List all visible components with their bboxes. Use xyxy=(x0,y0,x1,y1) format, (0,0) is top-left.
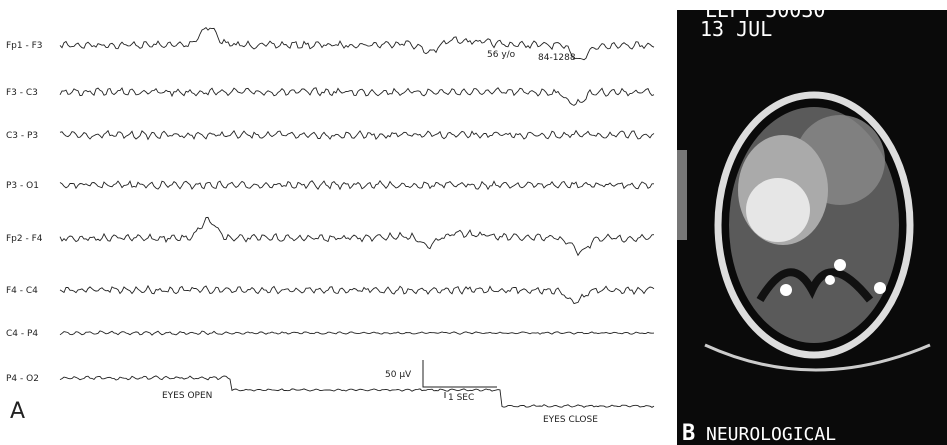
gray-scale-bar xyxy=(677,150,687,240)
channel-label: P4 - O2 xyxy=(6,374,39,384)
eeg-trace xyxy=(59,375,655,408)
panel-label: A xyxy=(10,399,25,424)
channel-label: F4 - C4 xyxy=(6,286,38,296)
time-label: 1 SEC xyxy=(448,393,474,403)
calcification xyxy=(874,282,886,294)
eeg-trace xyxy=(59,26,655,61)
eeg-trace xyxy=(59,179,654,191)
channel-label: Fp2 - F4 xyxy=(6,234,43,244)
skull xyxy=(714,91,914,359)
eyes-open: EYES OPEN xyxy=(162,391,212,401)
calcification xyxy=(825,275,835,285)
eyes-close: EYES CLOSE xyxy=(543,415,598,425)
eeg-trace xyxy=(59,330,655,336)
eeg-trace xyxy=(59,216,655,257)
ct-panel: LEFT 50030 13 JUL B NEUROLOGICAL xyxy=(677,0,947,445)
calibration-bar xyxy=(422,360,497,388)
panel-label: B xyxy=(682,421,695,445)
eeg-panel: Fp1 - F3 F3 - C3 C3 - P3 P3 - O1 Fp2 - F4 F4 … xyxy=(6,26,655,408)
record-id: 84-1288 xyxy=(538,53,576,63)
eeg-trace xyxy=(59,129,655,141)
head-holder xyxy=(704,343,931,372)
ct-header: LEFT 50030 xyxy=(705,0,825,22)
ct-date: 13 JUL xyxy=(700,17,772,41)
ct-footer: NEUROLOGICAL xyxy=(706,424,836,445)
channel-label: F3 - C3 xyxy=(6,88,38,98)
eeg-trace xyxy=(59,284,655,305)
lesion xyxy=(746,178,810,242)
calcification xyxy=(834,259,846,271)
amplitude-label: 50 µV xyxy=(385,370,412,380)
patient-age: 56 y/o xyxy=(487,50,516,60)
calcification xyxy=(780,284,792,296)
eeg-trace xyxy=(59,87,655,106)
channel-label: Fp1 - F3 xyxy=(6,41,43,51)
channel-label: P3 - O1 xyxy=(6,181,39,191)
ventricles xyxy=(756,268,874,303)
channel-label: C4 - P4 xyxy=(6,329,38,339)
channel-label: C3 - P3 xyxy=(6,131,38,141)
